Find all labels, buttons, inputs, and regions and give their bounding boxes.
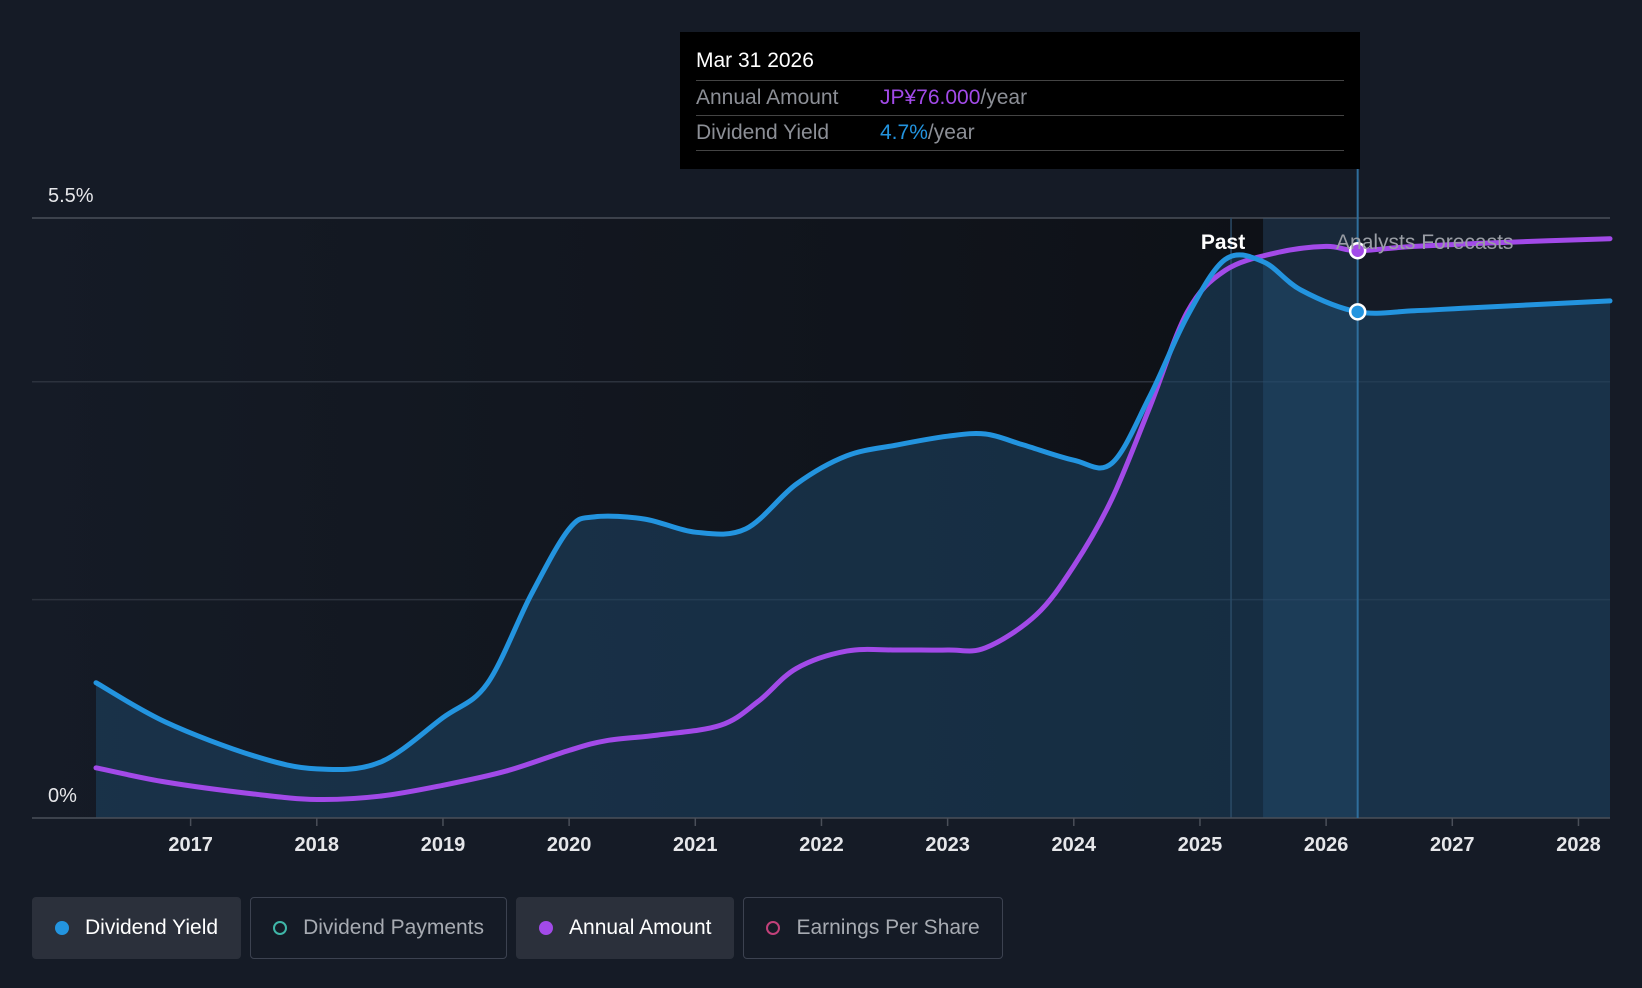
x-tick-label: 2025 (1178, 834, 1223, 856)
tooltip-row-dividend-yield: Dividend Yield 4.7% /year (696, 116, 1344, 151)
tooltip: Mar 31 2026 Annual Amount JP¥76.000 /yea… (680, 32, 1360, 169)
tooltip-label: Annual Amount (696, 86, 839, 109)
dividend-yield-marker (1348, 303, 1367, 321)
legend-label: Earnings Per Share (796, 916, 980, 939)
annual-amount-line (93, 236, 1613, 803)
legend-label: Dividend Yield (85, 916, 219, 939)
legend-dot-icon (55, 921, 69, 935)
forecast-highlight-band (1263, 218, 1358, 818)
dividend-chart: 5.5% 0% Past Analysts Forecasts 2017 2018 2019… (32, 169, 1613, 856)
legend-label: Dividend Payments (303, 916, 485, 939)
x-tick-label: 2022 (799, 834, 844, 856)
x-tick-label: 2027 (1430, 834, 1475, 856)
y-axis-top-label: 5.5% (48, 185, 94, 207)
x-tick-label: 2026 (1304, 834, 1349, 856)
tooltip-value: JP¥76.000 (880, 86, 981, 109)
x-tick-label: 2019 (421, 834, 466, 856)
x-tick-label: 2018 (295, 834, 340, 856)
x-tick-label: 2028 (1556, 834, 1601, 856)
tooltip-unit: /year (927, 121, 975, 144)
x-tick-label: 2021 (673, 834, 718, 856)
tooltip-unit: /year (980, 86, 1028, 109)
tooltip-date: Mar 31 2026 (696, 46, 1344, 81)
x-tick-label: 2024 (1052, 834, 1097, 856)
x-tick-label: 2023 (925, 834, 970, 856)
tooltip-value: 4.7% (880, 121, 928, 144)
tooltip-row-annual-amount: Annual Amount JP¥76.000 /year (696, 81, 1344, 116)
legend-earnings-per-share-button[interactable]: Earnings Per Share (743, 897, 1003, 959)
x-tick-label: 2020 (547, 834, 592, 856)
legend-dot-icon (539, 921, 554, 935)
legend-ring-icon (766, 921, 781, 935)
legend-ring-icon (273, 921, 288, 935)
legend: Dividend Yield Dividend Payments Annual … (32, 897, 1003, 959)
legend-dividend-yield-button[interactable]: Dividend Yield (32, 897, 242, 959)
tooltip-label: Dividend Yield (696, 121, 830, 144)
legend-label: Annual Amount (569, 916, 712, 939)
y-axis-bottom-label: 0% (48, 785, 77, 807)
past-region-label: Past (1201, 231, 1245, 254)
dividend-yield-line (93, 252, 1613, 773)
legend-annual-amount-button[interactable]: Annual Amount (516, 897, 735, 959)
forecast-region-label: Analysts Forecasts (1336, 231, 1513, 254)
legend-dividend-payments-button[interactable]: Dividend Payments (250, 897, 508, 959)
x-tick-label: 2017 (168, 834, 213, 856)
annual-amount-marker (1348, 241, 1367, 260)
